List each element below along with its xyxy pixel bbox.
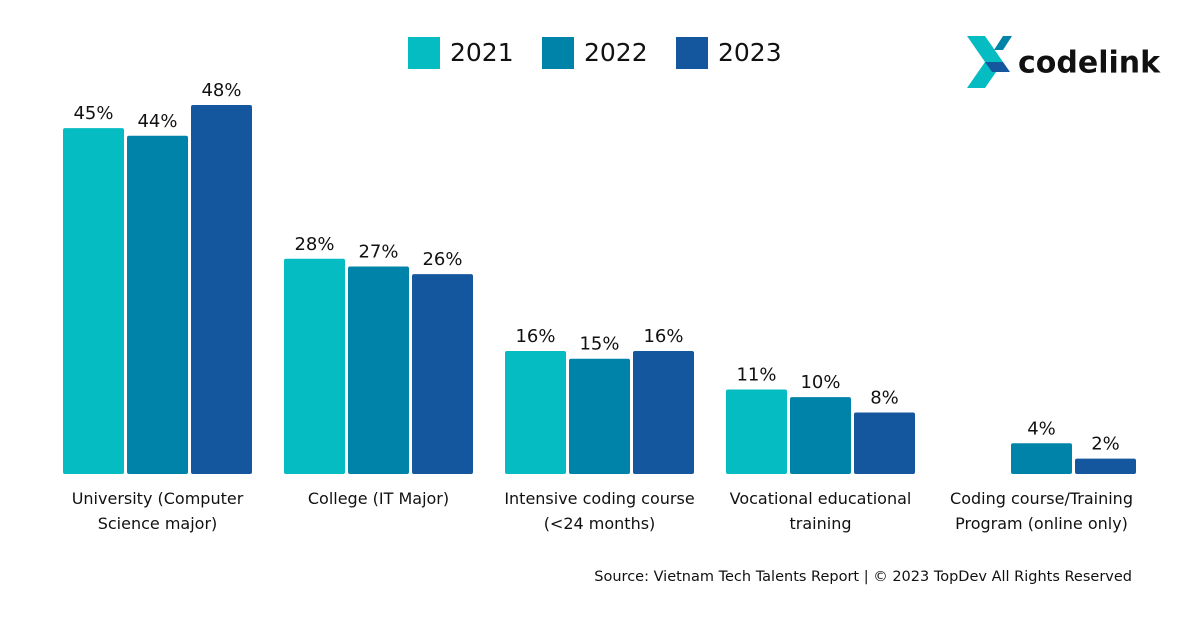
bar [633,351,694,474]
bar [1075,458,1136,474]
legend-swatch [408,37,440,69]
value-label: 2% [1091,434,1120,455]
x-tick-label: University (Computer Science major) [71,489,244,533]
value-label: 16% [643,326,683,347]
x-tick-label: Coding course/Training Program (online o… [950,489,1133,533]
value-label: 15% [579,334,619,355]
x-tick-label: Intensive coding course (<24 months) [504,489,695,533]
legend-label: 2021 [450,38,514,67]
bar [569,358,630,474]
bar [127,135,188,474]
bar [191,105,252,474]
value-label: 45% [73,103,113,124]
x-tick-label: Vocational educational training [729,489,912,533]
bar [854,412,915,474]
bar [790,397,851,474]
logo-icon [967,36,1012,88]
bar [1011,443,1072,474]
logo: codelink [1018,46,1161,81]
value-label: 16% [515,326,555,347]
bar [412,274,473,474]
legend-label: 2023 [718,38,782,67]
bar [284,258,345,474]
value-label: 27% [358,241,398,262]
value-label: 26% [422,249,462,270]
value-label: 8% [870,388,899,409]
value-label: 28% [294,234,334,255]
bar [348,266,409,474]
value-label: 4% [1027,418,1056,439]
value-label: 48% [201,80,241,101]
value-label: 10% [800,372,840,393]
source: Source: Vietnam Tech Talents Report | © … [594,569,1132,585]
legend-swatch [676,37,708,69]
value-label: 44% [137,111,177,132]
value-label: 11% [736,364,776,385]
x-tick-label: College (IT Major) [307,489,450,508]
legend-swatch [542,37,574,69]
legend-label: 2022 [584,38,648,67]
bar [63,128,124,474]
bar [726,389,787,474]
bar [505,351,566,474]
